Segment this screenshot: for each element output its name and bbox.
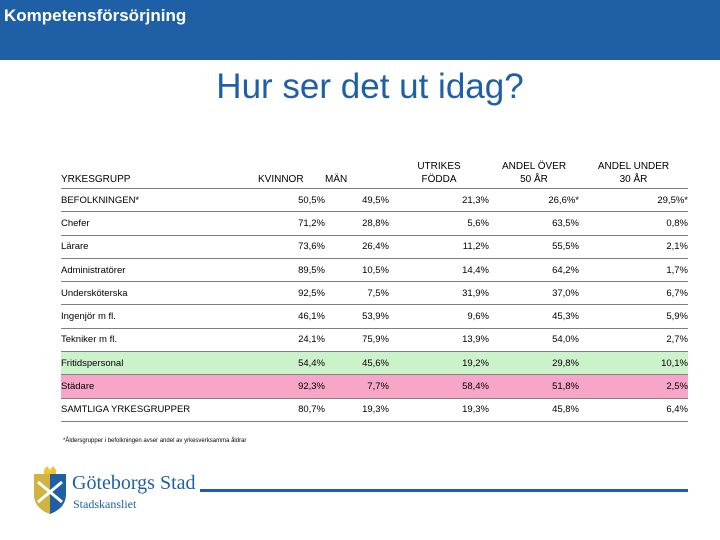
cell-over50: 54,0% xyxy=(489,327,579,352)
cell-men: 53,9% xyxy=(325,304,389,329)
table-row: BEFOLKNINGEN* 50,5% 49,5% 21,3% 26,6%* 2… xyxy=(61,187,688,212)
cell-women: 89,5% xyxy=(258,257,325,282)
cell-under30: 1,7% xyxy=(579,257,688,282)
cell-over50: 63,5% xyxy=(489,211,579,236)
logo-city-name: Göteborgs Stad xyxy=(72,472,196,494)
col-header-men: MÄN xyxy=(325,174,348,185)
col-header-over50-line1: ANDEL ÖVER xyxy=(501,161,567,172)
logo-unit-name: Stadskansliet xyxy=(73,497,137,511)
cell-under30: 29,5%* xyxy=(579,187,688,212)
cell-under30: 6,4% xyxy=(579,397,688,422)
cell-under30: 10,1% xyxy=(579,351,688,375)
cell-foreign: 19,3% xyxy=(389,397,489,422)
row-name: Undersköterska xyxy=(61,281,258,305)
cell-foreign: 31,9% xyxy=(389,281,489,305)
row-name: Tekniker m fl. xyxy=(61,327,258,352)
table-row: Tekniker m fl. 24,1% 75,9% 13,9% 54,0% 2… xyxy=(61,327,688,352)
cell-over50: 29,8% xyxy=(489,351,579,375)
col-header-over50-line2: 50 ÅR xyxy=(520,174,548,185)
cell-over50: 51,8% xyxy=(489,374,579,399)
cell-under30: 2,5% xyxy=(579,374,688,399)
row-name: Städare xyxy=(61,374,258,399)
col-header-group: YRKESGRUPP xyxy=(61,174,131,185)
cell-women: 73,6% xyxy=(258,234,325,259)
table-row: Ingenjör m fl. 46,1% 53,9% 9,6% 45,3% 5,… xyxy=(61,304,688,329)
col-header-under30-line1: ANDEL UNDER xyxy=(597,161,670,172)
occupation-table: YRKESGRUPP KVINNOR MÄN UTRIKES FÖDDA ANDE… xyxy=(61,133,688,422)
col-header-under30-line2: 30 ÅR xyxy=(619,174,648,185)
cell-men: 26,4% xyxy=(325,234,389,259)
row-name: SAMTLIGA YRKESGRUPPER xyxy=(61,397,258,422)
cell-under30: 5,9% xyxy=(579,304,688,329)
col-header-under30: ANDEL UNDER 30 ÅR xyxy=(579,133,688,189)
table-row-total: SAMTLIGA YRKESGRUPPER 80,7% 19,3% 19,3% … xyxy=(61,397,688,422)
cell-over50: 37,0% xyxy=(489,281,579,305)
section-title: Kompetensförsörjning xyxy=(4,6,187,25)
cell-women: 80,7% xyxy=(258,397,325,422)
table-row: Administratörer 89,5% 10,5% 14,4% 64,2% … xyxy=(61,257,688,282)
cell-women: 71,2% xyxy=(258,211,325,236)
cell-men: 49,5% xyxy=(325,187,389,212)
slide-title: Hur ser det ut idag? xyxy=(216,67,524,106)
col-header-foreign-line2: FÖDDA xyxy=(421,174,457,185)
col-header-over50: ANDEL ÖVER 50 ÅR xyxy=(489,133,579,189)
cell-men: 10,5% xyxy=(325,257,389,282)
cell-men: 45,6% xyxy=(325,351,389,375)
cell-foreign: 9,6% xyxy=(389,304,489,329)
cell-foreign: 5,6% xyxy=(389,211,489,236)
footer-rule xyxy=(200,489,688,492)
row-name: Chefer xyxy=(61,211,258,236)
table-row-highlight-pink: Städare 92,3% 7,7% 58,4% 51,8% 2,5% xyxy=(61,374,688,399)
cell-women: 54,4% xyxy=(258,351,325,375)
table-footnote: *Åldersgrupper i befolkningen avser ande… xyxy=(63,438,247,444)
row-name: Fritidspersonal xyxy=(61,351,258,375)
table-header-row: YRKESGRUPP KVINNOR MÄN UTRIKES FÖDDA ANDE… xyxy=(61,133,688,189)
cell-men: 19,3% xyxy=(325,397,389,422)
cell-foreign: 19,2% xyxy=(389,351,489,375)
goteborgs-stad-logo: Göteborgs Stad Stadskansliet xyxy=(30,466,196,516)
table-row-highlight-green: Fritidspersonal 54,4% 45,6% 19,2% 29,8% … xyxy=(61,351,688,375)
cell-foreign: 14,4% xyxy=(389,257,489,282)
col-header-foreign-line1: UTRIKES xyxy=(417,161,461,172)
cell-foreign: 11,2% xyxy=(389,234,489,259)
cell-under30: 2,7% xyxy=(579,327,688,352)
cell-under30: 2,1% xyxy=(579,234,688,259)
row-name: Lärare xyxy=(61,234,258,259)
cell-over50: 55,5% xyxy=(489,234,579,259)
row-name: Ingenjör m fl. xyxy=(61,304,258,329)
cell-foreign: 21,3% xyxy=(389,187,489,212)
row-name: Administratörer xyxy=(61,257,258,282)
cell-under30: 6,7% xyxy=(579,281,688,305)
crest-icon xyxy=(34,466,66,514)
cell-men: 7,7% xyxy=(325,374,389,399)
col-header-foreign: UTRIKES FÖDDA xyxy=(389,133,489,189)
cell-women: 24,1% xyxy=(258,327,325,352)
col-header-women: KVINNOR xyxy=(258,174,304,185)
cell-over50: 64,2% xyxy=(489,257,579,282)
header-bar: Kompetensförsörjning xyxy=(0,0,720,60)
cell-foreign: 13,9% xyxy=(389,327,489,352)
row-name: BEFOLKNINGEN* xyxy=(61,187,258,212)
cell-men: 7,5% xyxy=(325,281,389,305)
cell-over50: 26,6%* xyxy=(489,187,579,212)
cell-over50: 45,8% xyxy=(489,397,579,422)
cell-women: 46,1% xyxy=(258,304,325,329)
cell-men: 28,8% xyxy=(325,211,389,236)
cell-over50: 45,3% xyxy=(489,304,579,329)
table-row: Lärare 73,6% 26,4% 11,2% 55,5% 2,1% xyxy=(61,234,688,259)
cell-foreign: 58,4% xyxy=(389,374,489,399)
cell-women: 92,3% xyxy=(258,374,325,399)
cell-women: 92,5% xyxy=(258,281,325,305)
table-row: Undersköterska 92,5% 7,5% 31,9% 37,0% 6,… xyxy=(61,281,688,305)
cell-women: 50,5% xyxy=(258,187,325,212)
cell-under30: 0,8% xyxy=(579,211,688,236)
cell-men: 75,9% xyxy=(325,327,389,352)
table-row: Chefer 71,2% 28,8% 5,6% 63,5% 0,8% xyxy=(61,211,688,236)
